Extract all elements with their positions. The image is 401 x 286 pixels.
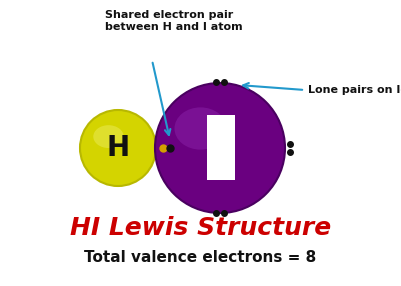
Text: HI Lewis Structure: HI Lewis Structure: [70, 216, 331, 240]
Text: Shared electron pair
between H and I atom: Shared electron pair between H and I ato…: [105, 10, 243, 31]
Text: Total valence electrons = 8: Total valence electrons = 8: [84, 251, 317, 265]
Ellipse shape: [80, 110, 156, 186]
Bar: [207, 115, 235, 180]
Text: H: H: [106, 134, 130, 162]
Ellipse shape: [93, 125, 124, 148]
Ellipse shape: [155, 83, 285, 213]
Text: Lone pairs on Iodine: Lone pairs on Iodine: [308, 85, 401, 95]
Ellipse shape: [174, 107, 227, 150]
Text: I: I: [212, 127, 228, 169]
